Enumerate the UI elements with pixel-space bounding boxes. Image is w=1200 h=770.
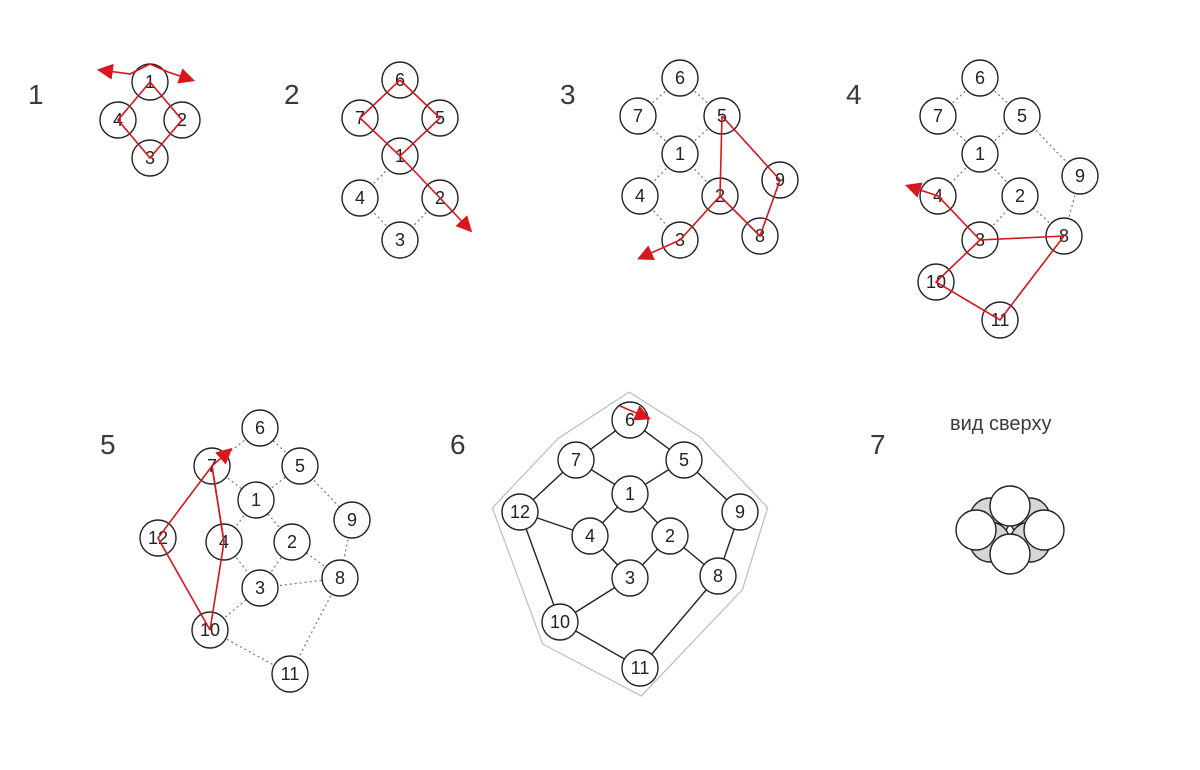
step-4: 46751423981011: [846, 60, 1098, 338]
bead-label-12: 12: [510, 502, 530, 522]
bead-label-9: 9: [1075, 166, 1085, 186]
step-label-6: 6: [450, 429, 466, 460]
bead-label-6: 6: [625, 410, 635, 430]
bead-label-2: 2: [1015, 186, 1025, 206]
bead-label-9: 9: [735, 502, 745, 522]
step-label-3: 3: [560, 79, 576, 110]
bead-label-3: 3: [625, 568, 635, 588]
bead-label-1: 1: [251, 490, 261, 510]
bead-plain: [956, 510, 996, 550]
bead-label-3: 3: [395, 230, 405, 250]
bead-label-11: 11: [631, 658, 650, 678]
step-6: 6 6 7 5 1 4 2 3 9 8 12 10 11: [450, 402, 758, 686]
bead-label-6: 6: [975, 68, 985, 88]
bead-label-7: 7: [571, 450, 581, 470]
thread-arrow: [400, 156, 470, 230]
step-5: 5675142398101112: [100, 410, 370, 692]
bead-plain: [990, 486, 1030, 526]
bead-label-8: 8: [713, 566, 723, 586]
bead-label-4: 4: [635, 186, 645, 206]
bead-label-5: 5: [679, 450, 689, 470]
bead-label-9: 9: [347, 510, 357, 530]
step-label-4: 4: [846, 79, 862, 110]
bead-label-4: 4: [585, 526, 595, 546]
bead-label-4: 4: [355, 188, 365, 208]
bead-label-1: 1: [675, 144, 685, 164]
step-1: 11234: [28, 64, 200, 176]
bead-label-2: 2: [287, 532, 297, 552]
step-label-2: 2: [284, 79, 300, 110]
bead-label-5: 5: [295, 456, 305, 476]
caption: вид сверху: [950, 413, 1051, 435]
bead-label-11: 11: [281, 664, 300, 684]
bead-label-10: 10: [550, 612, 570, 632]
bead-label-7: 7: [633, 106, 643, 126]
bead-label-6: 6: [675, 68, 685, 88]
bead-label-8: 8: [335, 568, 345, 588]
diagram-canvas: 1123426751423367514239846751423981011567…: [0, 0, 1200, 770]
step-label-7: 7: [870, 429, 886, 460]
bead-plain: [990, 534, 1030, 574]
step-7: 7 вид сверху: [870, 413, 1064, 574]
bead-label-6: 6: [255, 418, 265, 438]
bead-label-1: 1: [625, 484, 635, 504]
bead-label-1: 1: [975, 144, 985, 164]
bead-label-2: 2: [665, 526, 675, 546]
step-label-5: 5: [100, 429, 116, 460]
step-2: 26751423: [284, 62, 458, 258]
bead-plain: [1024, 510, 1064, 550]
step-label-1: 1: [28, 79, 44, 110]
bead-label-7: 7: [933, 106, 943, 126]
bead-label-3: 3: [255, 578, 265, 598]
bead-label-5: 5: [1017, 106, 1027, 126]
